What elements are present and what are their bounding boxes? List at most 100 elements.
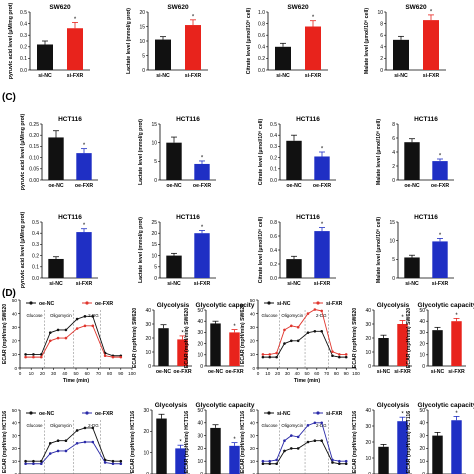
bar <box>432 241 448 278</box>
x-axis-label: Time (min) <box>63 378 89 384</box>
y-tick-label: 0 <box>368 364 371 370</box>
chart-title: Glycolysis <box>377 302 410 309</box>
y-tick-label: 4 <box>380 45 383 51</box>
y-tick-label: 10 <box>12 459 18 464</box>
y-tick-label: 0.8 <box>258 21 265 27</box>
chart-sw-mal: SW620 0 2 4 6 8 10 Malate level (μmol/10⁶ cell)… <box>364 4 446 79</box>
series-line <box>262 422 347 462</box>
y-tick-label: 40 <box>419 421 425 427</box>
y-tick-label: 0 <box>200 472 203 474</box>
x-tick-label: si-NC <box>49 281 63 287</box>
significance-mark: * <box>401 315 404 321</box>
chart-title: HCT116 <box>176 116 200 123</box>
y-tick-label: 30 <box>197 433 203 439</box>
data-point <box>32 355 35 359</box>
y-axis-label: Lactate level (mmol/g prot) <box>138 119 144 185</box>
data-point <box>331 350 334 353</box>
significance-mark: * <box>233 437 236 443</box>
y-tick-label: 4 <box>392 150 395 156</box>
y-tick-label: 0.4 <box>20 21 27 27</box>
legend-marker <box>316 411 320 415</box>
y-tick-label: 0.6 <box>270 234 277 240</box>
data-point <box>32 462 35 466</box>
bar <box>432 330 443 366</box>
x-tick-label: oe-NC <box>286 183 302 189</box>
y-tick-label: 0 <box>380 68 383 74</box>
chart-title: Glycolysis <box>157 302 190 309</box>
y-tick-label: 8 <box>380 21 383 27</box>
y-tick-label: 50 <box>419 308 425 314</box>
data-point <box>111 459 115 463</box>
y-tick-label: 15 <box>389 220 395 226</box>
legend-label: si-NC <box>277 411 291 417</box>
y-tick-label: 10 <box>197 353 203 359</box>
y-tick-label: 0 <box>146 472 149 474</box>
x-tick-label: 90 <box>344 371 350 376</box>
y-tick-label: 40 <box>250 421 256 426</box>
y-axis-label: ECAR (mpH/min) SW620 <box>406 308 412 368</box>
x-tick-label: si-NC <box>394 73 408 79</box>
chart-sw-pyr: SW620 0.0 0.1 0.2 0.3 0.4 0.5 pyruvic acid leve… <box>8 3 90 79</box>
data-point <box>296 325 300 329</box>
bar <box>393 39 409 70</box>
y-tick-label: 50 <box>12 408 18 413</box>
legend-marker <box>29 301 33 305</box>
bar <box>451 321 462 366</box>
y-tick-label: 40 <box>197 319 203 325</box>
data-point <box>261 462 265 466</box>
x-tick-label: si-NC <box>377 369 391 375</box>
x-tick-label: 50 <box>304 371 310 376</box>
y-axis-label: Lactate level (mmol/g prot) <box>138 217 144 283</box>
y-tick-label: 0.0 <box>258 68 265 74</box>
y-tick-label: 0.2 <box>258 56 265 62</box>
data-point <box>344 355 348 359</box>
significance-mark: * <box>439 233 442 239</box>
y-axis-label: ECAR (mpH/min) SW620 <box>240 304 246 364</box>
bar <box>166 255 182 278</box>
y-tick-label: 0 <box>142 68 145 74</box>
data-point <box>338 459 341 463</box>
x-tick-label: si-NC <box>405 281 419 287</box>
bar <box>397 421 408 474</box>
bar <box>48 258 64 278</box>
x-tick-label: si-FXR <box>67 73 84 79</box>
chart-sw-lac: SW620 0 5 10 15 20 Lactate level (mmol/g prot)… <box>126 4 208 79</box>
data-point <box>24 355 27 359</box>
bar <box>48 137 64 180</box>
bar <box>404 257 420 278</box>
data-point <box>103 354 107 358</box>
x-tick-label: si-NC <box>38 73 52 79</box>
y-tick-label: 40 <box>419 319 425 325</box>
bar <box>432 161 448 180</box>
y-tick-label: 0.5 <box>20 10 27 16</box>
y-tick-label: 0.4 <box>258 45 265 51</box>
x-tick-label: 10 <box>265 371 271 376</box>
chart-title: SW620 <box>287 4 309 11</box>
data-point <box>56 336 60 340</box>
y-tick-label: 0 <box>422 364 425 370</box>
y-tick-label: 10 <box>139 39 145 45</box>
y-tick-label: 50 <box>250 408 256 413</box>
y-tick-label: 0 <box>154 178 157 184</box>
injection-label: Glucose <box>27 313 44 318</box>
data-point <box>119 462 123 466</box>
y-tick-label: 20 <box>145 336 151 342</box>
y-tick-label: 0.2 <box>270 262 277 268</box>
y-axis-label: ECAR (mpH/min) SW620 <box>184 308 190 368</box>
y-tick-label: 15 <box>151 242 157 248</box>
data-point <box>48 452 52 455</box>
y-tick-label: 10 <box>12 352 18 357</box>
y-tick-label: 30 <box>419 433 425 439</box>
data-point <box>83 324 87 328</box>
x-tick-label: oe-FXR <box>173 369 191 375</box>
data-point <box>119 459 123 463</box>
data-point <box>24 459 27 463</box>
data-point <box>313 329 317 333</box>
data-point <box>24 353 27 356</box>
data-point <box>268 353 272 356</box>
y-tick-label: 0 <box>368 472 371 474</box>
y-axis-label: ECAR (mpH/min) SW620 <box>132 308 138 368</box>
data-point <box>320 439 324 443</box>
data-point <box>306 440 310 444</box>
